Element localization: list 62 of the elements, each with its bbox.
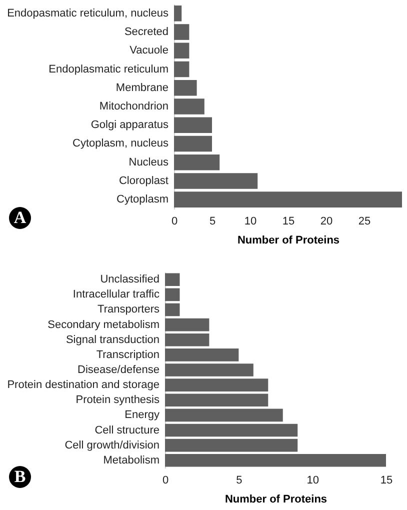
y-tick-label: Cloroplast xyxy=(118,174,168,187)
y-tick-label: Secondary metabolism xyxy=(48,318,160,331)
y-tick-label: Vacuole xyxy=(130,44,168,57)
x-tick-label: 15 xyxy=(282,216,295,228)
bar xyxy=(174,136,212,152)
y-tick-label: Energy xyxy=(124,409,160,422)
x-axis-title: Number of Proteins xyxy=(237,234,340,246)
x-tick-label: 10 xyxy=(306,474,319,486)
text: A xyxy=(9,207,31,229)
bar xyxy=(165,348,239,362)
x-tick-label: 5 xyxy=(209,216,216,228)
y-tick-label: Metabolism xyxy=(103,454,160,466)
bar xyxy=(165,424,298,437)
y-tick-label: Transcription xyxy=(96,348,160,361)
bar xyxy=(165,318,210,332)
y-tick-label: Intracellular traffic xyxy=(72,288,160,301)
bar xyxy=(174,117,212,134)
x-tick-label: 10 xyxy=(244,216,257,228)
y-tick-label: Secreted xyxy=(124,26,168,38)
y-tick-label: Disease/defense xyxy=(78,364,160,376)
y-tick-label: Cytoplasm xyxy=(116,194,168,206)
y-tick-label: Signal transduction xyxy=(66,334,160,346)
bar xyxy=(165,333,210,346)
bar xyxy=(174,61,190,78)
y-tick-label: Golgi apparatus xyxy=(90,119,169,132)
y-tick-label: Membrane xyxy=(116,82,168,94)
bar xyxy=(174,173,258,189)
bar xyxy=(165,303,180,316)
y-tick-label: Nucleus xyxy=(128,156,169,168)
x-tick-label: 15 xyxy=(380,474,393,486)
x-tick-label: 20 xyxy=(320,216,333,228)
y-tick-label: Transporters xyxy=(98,304,160,316)
y-tick-label: Cell growth/division xyxy=(64,439,160,452)
x-tick-label: 5 xyxy=(236,474,242,486)
y-tick-label: Unclassified xyxy=(100,274,160,286)
y-tick-label: Protein synthesis xyxy=(76,394,160,406)
bar xyxy=(165,273,180,286)
bar xyxy=(165,288,180,302)
bar xyxy=(174,24,190,40)
bar xyxy=(174,154,220,170)
y-tick-label: Cytoplasm, nucleus xyxy=(72,138,169,150)
bar xyxy=(165,438,298,452)
y-tick-label: Cell structure xyxy=(94,424,160,436)
bar xyxy=(165,378,268,392)
y-tick-label: Endoplasmatic reticulum xyxy=(48,63,168,76)
x-tick-label: 0 xyxy=(162,474,169,486)
bar xyxy=(165,364,254,376)
bar xyxy=(174,42,190,59)
bar xyxy=(174,80,197,96)
bar xyxy=(165,394,268,407)
y-tick-label: Protein destination and storage xyxy=(7,379,160,392)
bar xyxy=(165,408,283,422)
bar xyxy=(174,98,204,114)
x-axis-title: Number of Proteins xyxy=(224,494,328,506)
bar xyxy=(174,192,402,208)
x-tick-label: 0 xyxy=(171,216,178,228)
y-tick-label: Endopasmatic reticulum, nucleus xyxy=(7,7,169,20)
text: B xyxy=(9,466,31,488)
bar xyxy=(174,5,182,22)
y-tick-label: Mitochondrion xyxy=(99,100,168,112)
bar xyxy=(165,454,386,467)
x-tick-label: 25 xyxy=(358,216,371,228)
